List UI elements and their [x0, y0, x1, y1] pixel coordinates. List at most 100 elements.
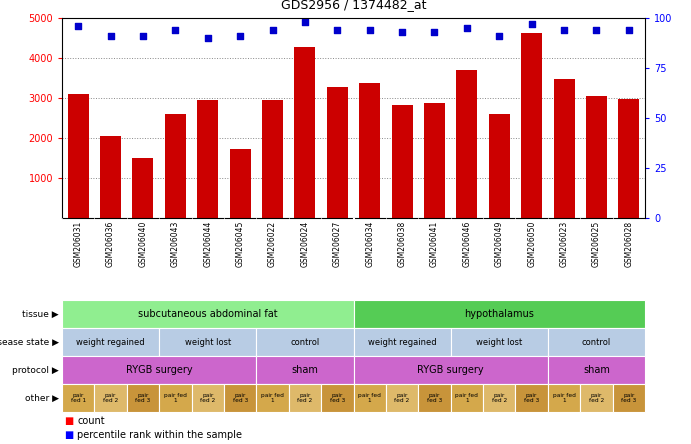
Bar — [294, 47, 316, 218]
Text: pair fed
1: pair fed 1 — [164, 392, 187, 404]
Text: GSM206038: GSM206038 — [397, 221, 406, 267]
Text: pair
fed 3: pair fed 3 — [135, 392, 151, 404]
Bar — [451, 384, 483, 412]
Text: pair
fed 1: pair fed 1 — [70, 392, 86, 404]
Bar — [256, 356, 354, 384]
Point — [202, 35, 214, 42]
Bar — [159, 328, 256, 356]
Bar — [489, 114, 510, 218]
Bar — [354, 328, 451, 356]
Bar — [580, 384, 613, 412]
Bar — [256, 328, 354, 356]
Text: pair
fed 2: pair fed 2 — [491, 392, 507, 404]
Text: ■: ■ — [64, 430, 73, 440]
Text: pair
fed 2: pair fed 2 — [200, 392, 216, 404]
Text: GSM206028: GSM206028 — [624, 221, 634, 266]
Bar — [197, 100, 218, 218]
Text: GSM206045: GSM206045 — [236, 221, 245, 267]
Text: weight regained: weight regained — [368, 337, 437, 346]
Point — [364, 27, 375, 34]
Bar — [262, 100, 283, 218]
Bar — [165, 114, 186, 218]
Text: GSM206034: GSM206034 — [366, 221, 375, 267]
Point — [138, 32, 149, 40]
Text: ■: ■ — [64, 416, 73, 426]
Bar — [424, 103, 445, 218]
Bar — [521, 33, 542, 218]
Bar — [613, 384, 645, 412]
Bar — [62, 356, 256, 384]
Bar — [548, 328, 645, 356]
Text: GSM206046: GSM206046 — [462, 221, 471, 267]
Point — [73, 23, 84, 30]
Bar — [451, 328, 548, 356]
Text: protocol ▶: protocol ▶ — [12, 365, 59, 374]
Bar — [418, 384, 451, 412]
Point — [235, 32, 246, 40]
Text: GSM206040: GSM206040 — [138, 221, 147, 267]
Text: RYGB surgery: RYGB surgery — [417, 365, 484, 375]
Text: GSM206022: GSM206022 — [268, 221, 277, 266]
Text: percentile rank within the sample: percentile rank within the sample — [77, 430, 243, 440]
Text: pair
fed 3: pair fed 3 — [427, 392, 442, 404]
Text: weight regained: weight regained — [76, 337, 145, 346]
Bar — [159, 384, 191, 412]
Point — [267, 27, 278, 34]
Text: subcutaneous abdominal fat: subcutaneous abdominal fat — [138, 309, 278, 319]
Bar — [256, 384, 289, 412]
Point — [299, 19, 310, 26]
Point — [526, 20, 537, 28]
Point — [558, 27, 569, 34]
Point — [170, 27, 181, 34]
Text: GSM206031: GSM206031 — [74, 221, 83, 267]
Bar — [515, 384, 548, 412]
Point — [494, 32, 505, 40]
Bar — [553, 79, 574, 218]
Text: pair fed
1: pair fed 1 — [455, 392, 478, 404]
Bar — [354, 300, 645, 328]
Text: pair
fed 2: pair fed 2 — [103, 392, 118, 404]
Bar — [229, 149, 251, 218]
Bar — [618, 99, 639, 218]
Bar — [68, 94, 88, 218]
Text: pair
fed 3: pair fed 3 — [524, 392, 539, 404]
Text: pair
fed 3: pair fed 3 — [232, 392, 248, 404]
Text: GSM206050: GSM206050 — [527, 221, 536, 267]
Text: sham: sham — [583, 365, 610, 375]
Text: weight lost: weight lost — [184, 337, 231, 346]
Point — [332, 27, 343, 34]
Bar — [95, 384, 126, 412]
Text: GSM206025: GSM206025 — [592, 221, 601, 267]
Point — [623, 27, 634, 34]
Text: GSM206044: GSM206044 — [203, 221, 212, 267]
Text: other ▶: other ▶ — [25, 393, 59, 403]
Text: RYGB surgery: RYGB surgery — [126, 365, 193, 375]
Text: GDS2956 / 1374482_at: GDS2956 / 1374482_at — [281, 0, 426, 12]
Bar — [354, 384, 386, 412]
Bar — [456, 70, 477, 218]
Bar — [191, 384, 224, 412]
Bar — [327, 87, 348, 218]
Text: GSM206027: GSM206027 — [333, 221, 342, 267]
Text: pair fed
1: pair fed 1 — [358, 392, 381, 404]
Text: tissue ▶: tissue ▶ — [22, 309, 59, 318]
Bar — [133, 158, 153, 218]
Text: count: count — [77, 416, 105, 426]
Point — [429, 28, 440, 36]
Point — [105, 32, 116, 40]
Point — [462, 24, 473, 32]
Text: GSM206023: GSM206023 — [560, 221, 569, 267]
Text: weight lost: weight lost — [476, 337, 522, 346]
Bar — [392, 105, 413, 218]
Text: control: control — [582, 337, 611, 346]
Text: pair
fed 3: pair fed 3 — [330, 392, 345, 404]
Text: GSM206043: GSM206043 — [171, 221, 180, 267]
Point — [591, 27, 602, 34]
Bar — [321, 384, 354, 412]
Bar — [386, 384, 418, 412]
Bar — [483, 384, 515, 412]
Bar — [100, 136, 121, 218]
Bar — [586, 96, 607, 218]
Bar — [224, 384, 256, 412]
Text: GSM206041: GSM206041 — [430, 221, 439, 267]
